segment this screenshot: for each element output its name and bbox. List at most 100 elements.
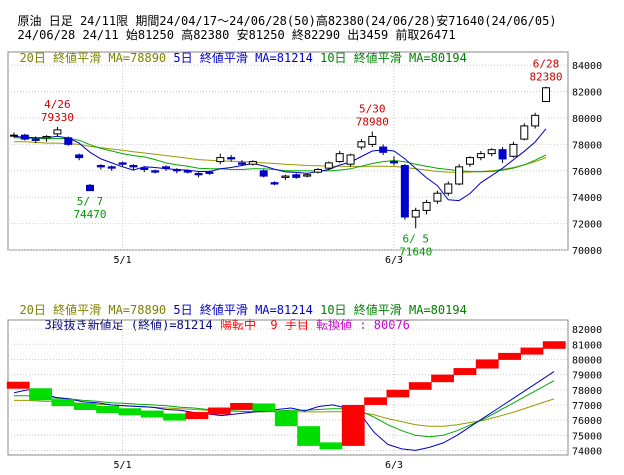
candle-body xyxy=(487,149,496,155)
candle-body xyxy=(248,161,257,165)
candle-body xyxy=(303,174,312,177)
price-brick xyxy=(140,410,164,418)
annotation-value: 74470 xyxy=(73,208,106,221)
upper-y-tick: 80000 xyxy=(572,114,602,125)
candle-body xyxy=(216,157,225,163)
candle-body xyxy=(205,171,214,174)
period-range: 期間24/04/17～24/06/28(50) xyxy=(135,14,316,28)
candle-body xyxy=(346,154,355,165)
period-type: 日足 xyxy=(48,14,73,28)
price-brick xyxy=(118,408,142,416)
price-brick xyxy=(252,403,276,412)
candle-body xyxy=(476,153,485,159)
annotation-date: 6/28 xyxy=(533,58,560,71)
upper-x-tick: 6/3 xyxy=(385,255,403,266)
candle-body xyxy=(20,134,29,140)
contract-month: 24/11限 xyxy=(79,14,129,28)
price-brick xyxy=(475,359,499,369)
annotation-value: 82380 xyxy=(529,71,562,84)
last-prev: 前取26471 xyxy=(395,28,456,42)
lower-x-tick: 6/3 xyxy=(385,460,403,471)
candle-body xyxy=(227,157,236,160)
price-brick xyxy=(498,352,521,360)
annotation-value: 79330 xyxy=(41,111,74,124)
candle-body xyxy=(151,170,160,173)
lower-x-tick: 5/1 xyxy=(114,460,132,471)
lower-y-tick: 77000 xyxy=(572,401,602,412)
lower-ma20-legend: 20日 終値平滑 MA=78890 xyxy=(19,303,167,317)
annotation-date: 4/26 xyxy=(44,98,71,111)
candle-body xyxy=(498,149,507,160)
annotation-date: 5/ 7 xyxy=(77,195,104,208)
candle-body xyxy=(324,162,333,169)
period-low: 安71640(24/06/05) xyxy=(436,14,557,28)
candle-body xyxy=(129,165,138,168)
price-brick xyxy=(431,374,454,383)
price-brick xyxy=(6,381,30,389)
upper-y-tick: 76000 xyxy=(572,167,602,178)
price-brick xyxy=(185,412,209,420)
lower-ma-legend: 20日 終値平滑 MA=78890 5日 終値平滑 MA=81214 10日 終… xyxy=(5,289,466,317)
lower-y-tick: 78000 xyxy=(572,386,602,397)
candle-body xyxy=(466,157,474,165)
candle-body xyxy=(31,138,40,141)
last-low: 安81250 xyxy=(236,28,285,42)
price-brick xyxy=(319,442,343,450)
ma20-legend: 20日 終値平滑 MA=78890 xyxy=(19,51,167,65)
last-close: 終82290 xyxy=(291,28,341,42)
price-brick xyxy=(230,402,253,410)
kagi-count: 9 手目 xyxy=(270,318,309,332)
candle-body xyxy=(53,129,62,135)
price-brick xyxy=(96,405,119,413)
last-high: 高82380 xyxy=(181,28,230,42)
lower-y-tick: 81000 xyxy=(572,340,602,351)
price-brick xyxy=(274,411,298,427)
price-brick xyxy=(542,341,566,349)
price-brick xyxy=(73,402,97,410)
ma5-legend: 5日 終値平滑 MA=81214 xyxy=(173,51,313,65)
price-brick xyxy=(207,407,231,415)
candle-body xyxy=(10,134,18,137)
candle-body xyxy=(400,165,409,218)
candle-body xyxy=(335,153,344,163)
lower-y-tick: 74000 xyxy=(572,446,602,457)
upper-y-tick: 74000 xyxy=(572,193,602,204)
kagi-info: 3段抜き新値足 (終値)=81214 陽転中 9 手目 転換値 : 80076 xyxy=(30,304,410,332)
lower-y-tick: 82000 xyxy=(572,325,602,336)
price-brick xyxy=(29,388,52,401)
kagi-turn: 転換値 : 80076 xyxy=(316,318,410,332)
annotation-value: 71640 xyxy=(399,245,432,258)
candle-body xyxy=(96,165,105,168)
candle-body xyxy=(183,170,192,173)
ma10-legend: 10日 終値平滑 MA=80194 xyxy=(320,51,467,65)
price-brick xyxy=(453,368,477,376)
ma5-line xyxy=(13,128,547,202)
price-brick xyxy=(163,413,186,421)
upper-y-tick: 84000 xyxy=(572,61,602,72)
last-open: 始81250 xyxy=(125,28,174,42)
candle-body xyxy=(422,201,431,211)
lower-y-tick: 79000 xyxy=(572,371,602,382)
last-volume: 出3459 xyxy=(347,28,389,42)
candle-body xyxy=(42,135,51,139)
candle-body xyxy=(314,168,322,173)
lower-y-tick: 75000 xyxy=(572,431,602,442)
candle-body xyxy=(107,166,116,169)
candle-body xyxy=(281,175,290,178)
price-brick xyxy=(520,347,544,355)
candle-body xyxy=(368,135,377,145)
candlestick-chart: 84000 82000 80000 78000 76000 74000 72000 70000… xyxy=(7,51,602,266)
candle-body xyxy=(162,166,170,169)
candle-body xyxy=(357,141,366,148)
lower-ma10-line xyxy=(14,380,555,438)
candle-body xyxy=(379,146,388,153)
price-brick xyxy=(51,399,75,407)
candle-body xyxy=(444,183,453,194)
lower-y-tick: 80000 xyxy=(572,355,602,366)
header-line-2: 24/06/28 24/11 始81250 高82380 安81250 終822… xyxy=(3,14,455,42)
candle-body xyxy=(520,125,529,140)
candle-body xyxy=(433,192,442,202)
upper-y-tick: 82000 xyxy=(572,88,602,99)
lower-y-tick: 76000 xyxy=(572,416,602,427)
upper-y-tick: 70000 xyxy=(572,246,602,257)
